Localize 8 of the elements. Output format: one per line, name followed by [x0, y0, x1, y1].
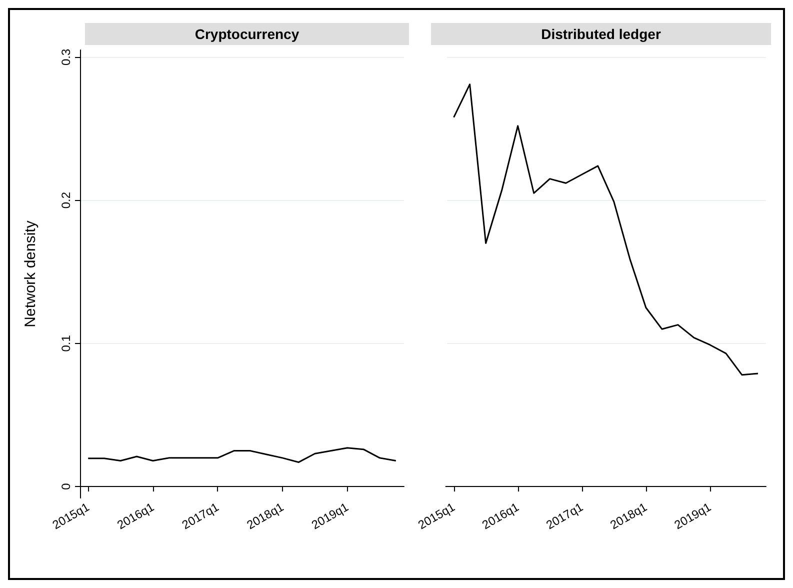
y-tick-label: 0 [59, 482, 73, 490]
chart-title: Distributed ledger [541, 26, 662, 42]
y-axis-title: Network density [22, 220, 39, 328]
chart-title: Cryptocurrency [194, 26, 300, 42]
y-tick-label: 0.2 [59, 192, 73, 209]
y-tick-label: 0.1 [59, 334, 73, 352]
line-series [87, 447, 397, 463]
y-tick-label: 0.3 [59, 48, 73, 66]
